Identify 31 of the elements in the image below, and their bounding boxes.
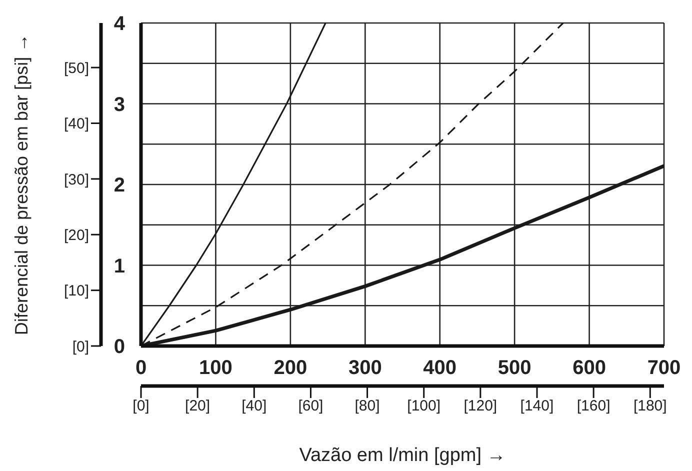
y-tick-label: 1 [114,255,125,278]
y2-tick-label: [20] [64,226,89,244]
x-tick-label: 300 [348,357,382,380]
x-tick-label: 0 [135,357,147,380]
y2-tick-label: [40] [64,116,89,133]
x-tick-label: 500 [498,357,532,380]
x-tick-label: 200 [274,357,308,380]
y2-axis-title: Diferencial de pressão em bar [psi] → [11,34,32,336]
x-tick-label: 600 [572,357,606,380]
x2-tick-label: [180] [633,398,667,415]
y-tick-label: 3 [114,94,125,116]
x2-tick-label: [20] [185,398,210,415]
y2-tick-label: [0] [72,338,89,356]
x-tick-label: 100 [199,357,232,380]
x2-tick-label: [100] [407,398,441,415]
y-tick-label: 4 [114,13,126,36]
x2-tick-label: [40] [242,398,267,415]
x-tick-label: 400 [423,357,457,380]
x2-tick-label: [0] [132,398,150,415]
x-tick-label: 700 [647,357,681,380]
y-tick-label: 2 [114,174,125,197]
x2-tick-label: [120] [464,398,498,415]
y2-tick-label: [50] [64,60,89,77]
y2-tick-label: [10] [64,282,89,300]
y-tick-label: 0 [114,336,125,358]
x2-tick-label: [160] [576,398,610,415]
x-axis-title: Vazão em l/min [gpm] → [299,445,506,466]
x2-tick-label: [60] [298,398,324,415]
x2-tick-label: [80] [354,398,380,415]
x2-tick-label: [140] [520,398,554,415]
y2-tick-label: [30] [64,171,89,188]
